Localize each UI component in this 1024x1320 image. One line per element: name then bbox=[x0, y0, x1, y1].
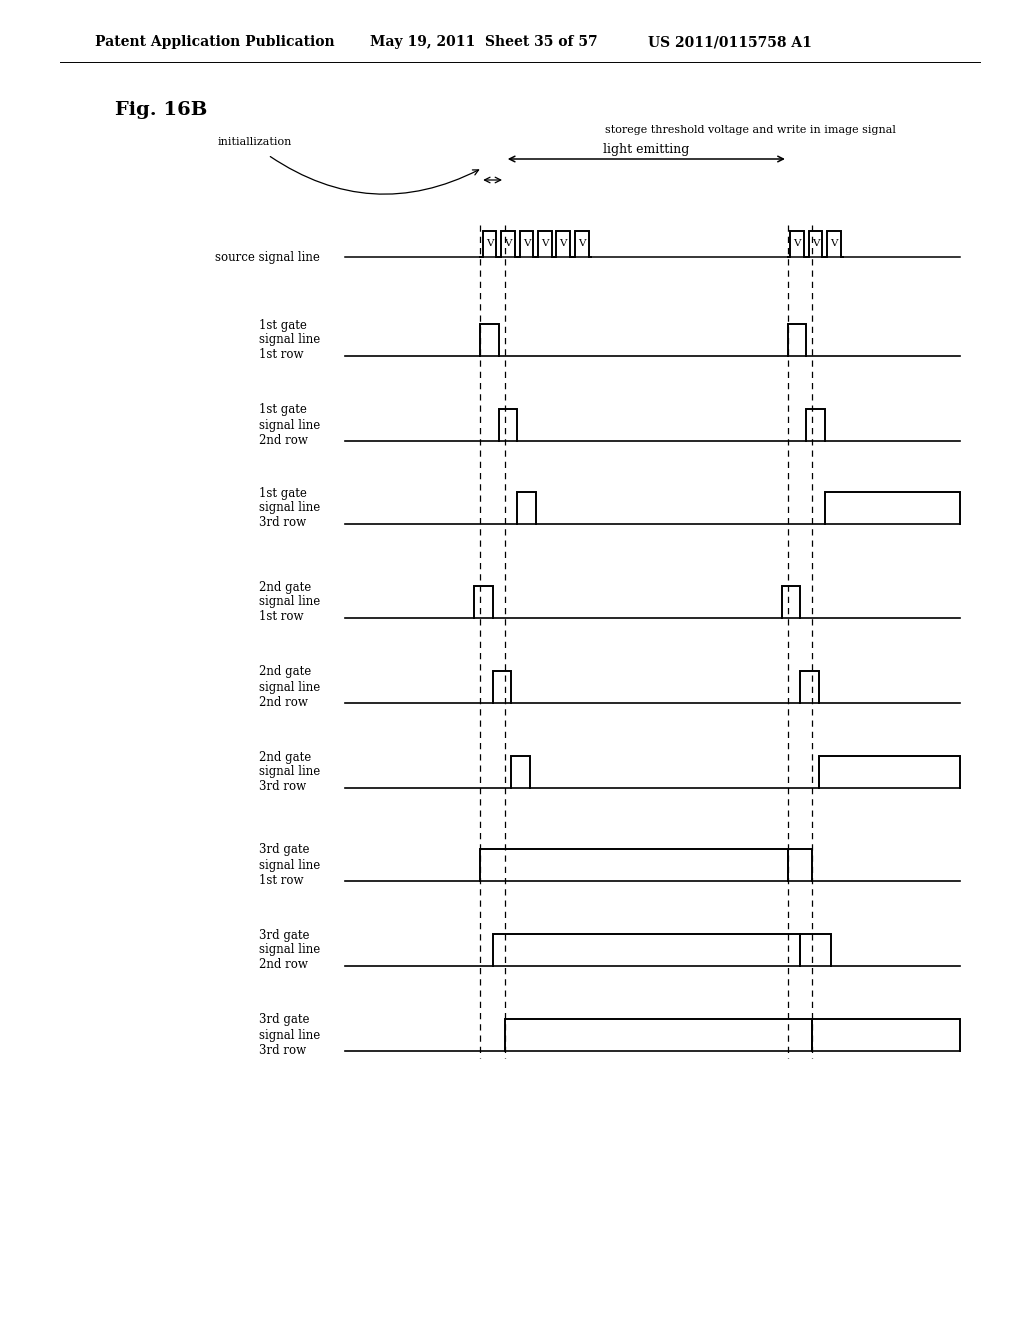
Text: 1st gate
signal line
3rd row: 1st gate signal line 3rd row bbox=[259, 487, 319, 529]
Text: Patent Application Publication: Patent Application Publication bbox=[95, 36, 335, 49]
Text: Fig. 16B: Fig. 16B bbox=[115, 102, 208, 119]
Text: V: V bbox=[541, 239, 549, 248]
Text: 1st gate
signal line
1st row: 1st gate signal line 1st row bbox=[259, 318, 319, 362]
Text: 2nd gate
signal line
3rd row: 2nd gate signal line 3rd row bbox=[259, 751, 319, 793]
Text: 2nd gate
signal line
2nd row: 2nd gate signal line 2nd row bbox=[259, 665, 319, 709]
Text: storege threshold voltage and write in image signal: storege threshold voltage and write in i… bbox=[605, 125, 896, 135]
Text: V: V bbox=[522, 239, 530, 248]
Text: V: V bbox=[504, 239, 512, 248]
Text: V: V bbox=[559, 239, 567, 248]
Text: V: V bbox=[578, 239, 586, 248]
Text: 3rd gate
signal line
1st row: 3rd gate signal line 1st row bbox=[259, 843, 319, 887]
Text: 3rd gate
signal line
2nd row: 3rd gate signal line 2nd row bbox=[259, 928, 319, 972]
Text: source signal line: source signal line bbox=[215, 251, 319, 264]
Text: V: V bbox=[830, 239, 838, 248]
Text: V: V bbox=[794, 239, 801, 248]
Text: 2nd gate
signal line
1st row: 2nd gate signal line 1st row bbox=[259, 581, 319, 623]
Text: light emitting: light emitting bbox=[603, 143, 689, 156]
Text: 1st gate
signal line
2nd row: 1st gate signal line 2nd row bbox=[259, 404, 319, 446]
Text: V: V bbox=[485, 239, 494, 248]
Text: May 19, 2011  Sheet 35 of 57: May 19, 2011 Sheet 35 of 57 bbox=[370, 36, 598, 49]
Text: initiallization: initiallization bbox=[218, 137, 292, 147]
Text: 3rd gate
signal line
3rd row: 3rd gate signal line 3rd row bbox=[259, 1014, 319, 1056]
Text: V: V bbox=[812, 239, 819, 248]
Text: US 2011/0115758 A1: US 2011/0115758 A1 bbox=[648, 36, 812, 49]
